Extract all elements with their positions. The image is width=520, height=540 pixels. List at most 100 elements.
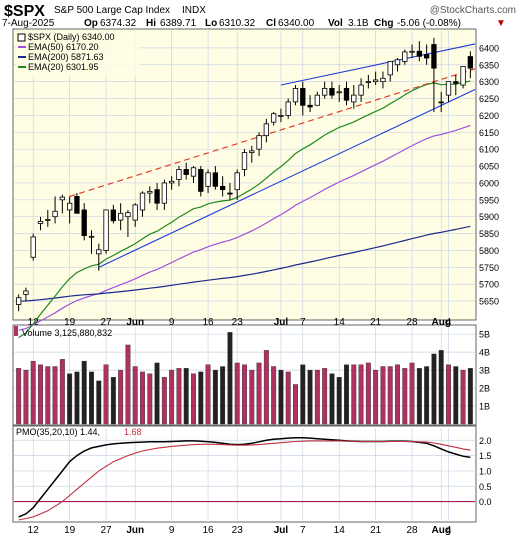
trendline xyxy=(280,43,476,86)
volume-bar xyxy=(220,366,226,425)
price-legend: $SPX (Daily) 6340.00 EMA(50) 6170.20 EMA… xyxy=(16,31,140,77)
price-y-tick: 6300 xyxy=(479,77,499,87)
volume-bar xyxy=(81,360,87,425)
candle xyxy=(212,166,219,190)
volume-bar xyxy=(169,369,175,425)
candle xyxy=(372,71,379,86)
volume-bar xyxy=(373,369,379,425)
volume-bar xyxy=(409,362,415,425)
candle xyxy=(74,193,80,214)
candle-body xyxy=(139,192,146,211)
candle xyxy=(125,209,131,237)
low-value: 6310.32 xyxy=(219,18,256,29)
x-tick-label: 16 xyxy=(203,317,215,328)
volume-bar xyxy=(380,366,386,425)
trend-lines xyxy=(69,43,476,268)
candle xyxy=(52,196,58,224)
volume-bar xyxy=(365,362,371,425)
ema-line-2 xyxy=(18,80,471,339)
candle-body xyxy=(372,79,379,83)
candle-body xyxy=(52,210,58,218)
x-tick-label: 28 xyxy=(407,317,419,328)
candle xyxy=(96,243,102,271)
volume-y-tick: 3B xyxy=(479,366,490,376)
candle-body xyxy=(88,235,95,238)
vol-label: Vol xyxy=(328,18,343,29)
volume-bar xyxy=(242,364,247,425)
candle-body xyxy=(125,212,131,218)
candle xyxy=(270,112,277,126)
legend-ema50: EMA(50) 6170.20 xyxy=(28,42,99,52)
x-tick-label: 19 xyxy=(64,317,76,328)
candle xyxy=(351,85,357,109)
candle-body xyxy=(37,221,44,224)
candle-body xyxy=(30,236,36,258)
pmo-label: PMO(35,20,10) 1.44, xyxy=(16,427,100,437)
trendline xyxy=(69,68,476,197)
candle-body xyxy=(219,185,226,191)
volume-bar xyxy=(125,344,131,425)
x-tick-label: Jul xyxy=(274,317,289,328)
candle-body xyxy=(453,81,459,84)
price-y-tick: 5950 xyxy=(479,195,499,205)
candle-body xyxy=(183,169,189,175)
candle xyxy=(219,176,226,197)
candle-body xyxy=(103,209,109,251)
price-y-tick: 5700 xyxy=(479,280,499,290)
volume-bar xyxy=(271,366,277,425)
volume-bar xyxy=(183,368,189,425)
volume-bar xyxy=(16,368,22,425)
candle-body xyxy=(132,204,138,221)
candle-body xyxy=(176,169,182,180)
candle xyxy=(176,166,182,187)
volume-bar xyxy=(30,360,36,425)
ohlc-line: Op 6374.32 Hi 6389.71 Lo 6310.32 Cl 6340… xyxy=(84,18,506,29)
x-tick-label: 23 xyxy=(232,525,244,536)
price-y-tick: 6150 xyxy=(479,128,499,138)
candle-body xyxy=(227,192,233,195)
candle xyxy=(139,191,146,217)
candle xyxy=(278,108,284,123)
volume-bar xyxy=(358,364,364,425)
symbol: $SPX xyxy=(4,3,45,20)
volume-bar xyxy=(140,371,145,425)
price-y-tick: 6250 xyxy=(479,94,499,104)
candle-body xyxy=(438,101,444,104)
candle xyxy=(23,287,29,302)
volume-bar xyxy=(67,373,73,425)
candle-body xyxy=(59,196,66,201)
candle xyxy=(380,71,386,89)
high-label: Hi xyxy=(146,18,156,29)
x-tick-label: Aug xyxy=(431,525,450,536)
candle xyxy=(292,85,299,106)
close-value: 6340.00 xyxy=(278,18,315,29)
x-tick-label: 12 xyxy=(28,317,40,328)
candle xyxy=(307,95,313,113)
candle xyxy=(263,118,270,143)
vol-value: 3.1B xyxy=(348,18,369,29)
volume-bar xyxy=(402,368,408,425)
x-tick-label: 12 xyxy=(28,525,40,536)
volume-bar xyxy=(161,377,167,425)
x-tick-label: 7 xyxy=(300,317,306,328)
y-axis-labels: 5650 5700 5750 5800 5850 5900 5950 6000 6050 6100… xyxy=(479,43,499,507)
candle-body xyxy=(256,135,262,150)
candle xyxy=(147,186,153,204)
candle-body xyxy=(15,297,22,305)
candle xyxy=(168,176,175,190)
price-y-tick: 6100 xyxy=(479,145,499,155)
candle-body xyxy=(292,88,299,103)
candle xyxy=(394,58,401,72)
volume-bar xyxy=(263,350,269,425)
volume-bar xyxy=(23,369,29,425)
pmo-lines xyxy=(18,437,471,521)
volume-bar xyxy=(110,377,116,425)
candle xyxy=(15,294,22,312)
candle-body xyxy=(198,169,204,192)
price-y-tick: 6350 xyxy=(479,60,499,70)
candle xyxy=(205,169,211,194)
candle-body xyxy=(23,290,29,295)
candle xyxy=(285,98,291,119)
candle xyxy=(314,91,321,106)
candle xyxy=(154,182,160,210)
